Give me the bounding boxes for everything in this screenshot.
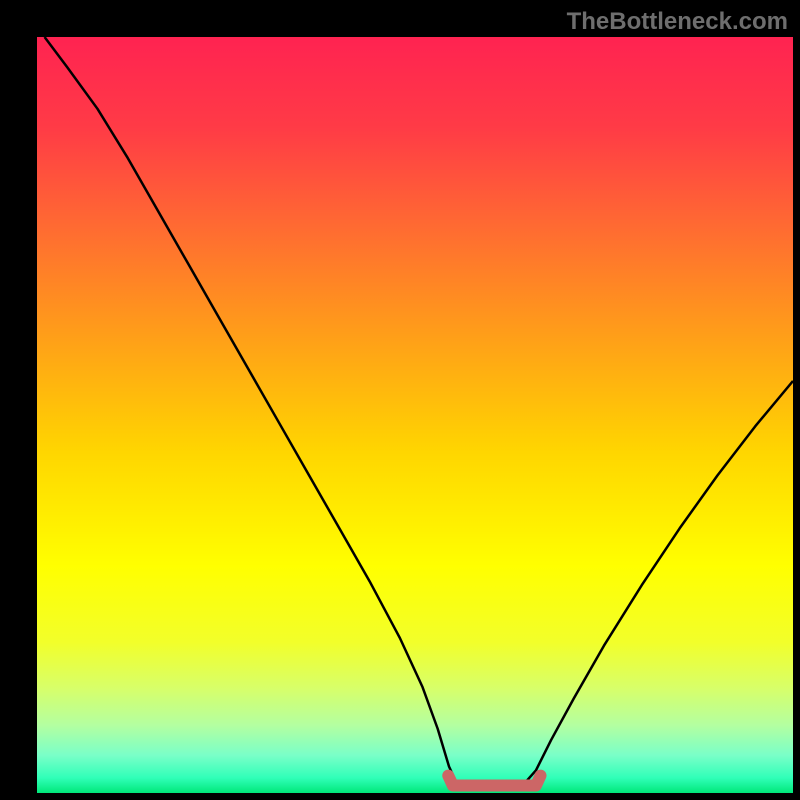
plot-area — [37, 37, 793, 793]
chart-frame: TheBottleneck.com — [0, 0, 800, 800]
gradient-background — [37, 37, 793, 793]
watermark-text: TheBottleneck.com — [567, 8, 788, 36]
chart-svg — [37, 37, 793, 793]
